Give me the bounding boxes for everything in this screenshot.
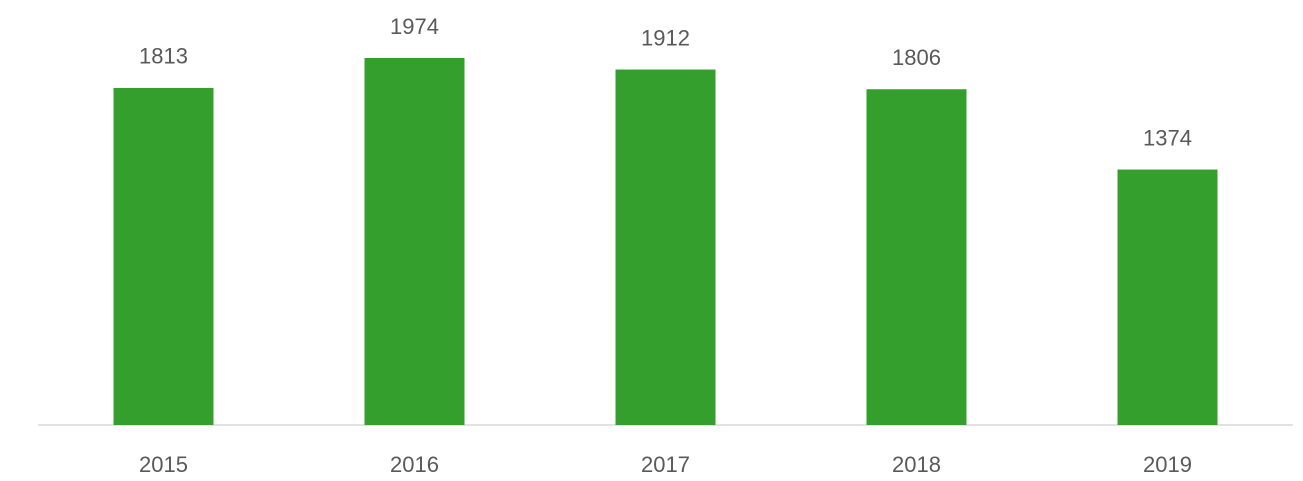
data-label: 1806 bbox=[892, 45, 941, 70]
x-tick-label: 2018 bbox=[892, 452, 941, 477]
bar bbox=[866, 89, 967, 425]
bar bbox=[1117, 169, 1218, 425]
bar bbox=[113, 87, 214, 426]
data-label: 1974 bbox=[390, 14, 439, 39]
data-label: 1374 bbox=[1143, 125, 1192, 150]
data-label: 1912 bbox=[641, 25, 690, 50]
bar bbox=[364, 58, 465, 425]
x-tick-label: 2017 bbox=[641, 452, 690, 477]
bar bbox=[615, 69, 716, 425]
x-tick-label: 2015 bbox=[139, 452, 188, 477]
data-label: 1813 bbox=[139, 44, 188, 69]
x-tick-label: 2016 bbox=[390, 452, 439, 477]
x-tick-label: 2019 bbox=[1143, 452, 1192, 477]
